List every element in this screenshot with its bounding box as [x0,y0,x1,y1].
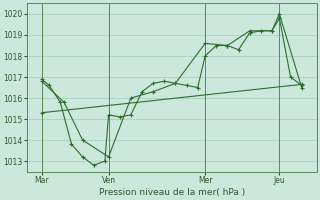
X-axis label: Pression niveau de la mer( hPa ): Pression niveau de la mer( hPa ) [99,188,245,197]
